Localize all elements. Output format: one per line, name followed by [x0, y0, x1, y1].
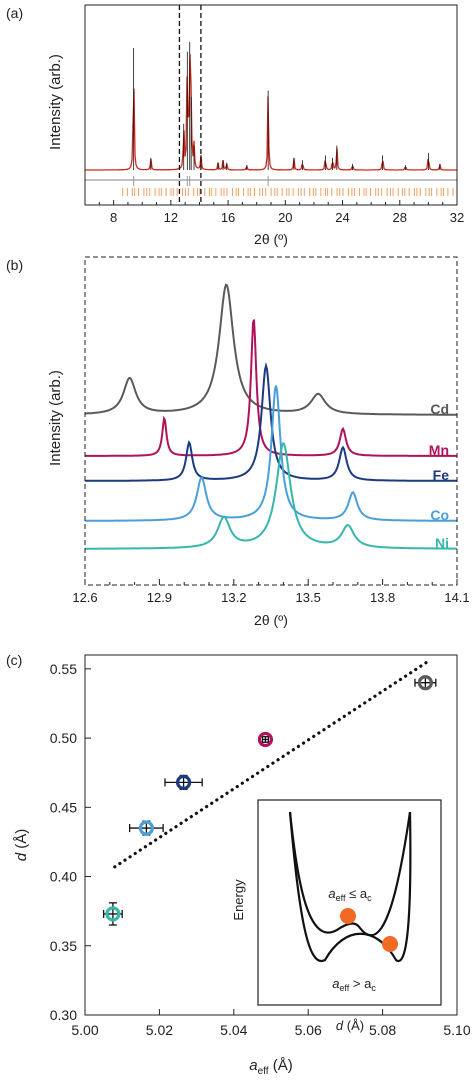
inset-ylabel: Energy — [231, 879, 246, 921]
legend-label-ni: Ni — [435, 535, 449, 551]
panel-a-plot — [85, 5, 457, 205]
series-line-fe — [85, 361, 457, 482]
panel-b-ylabel: Intensity (arb.) — [47, 370, 64, 466]
inset-label-upper: aeff ≤ ac — [328, 886, 372, 903]
data-point-fe — [175, 774, 192, 790]
panel-b-label: (b) — [6, 257, 23, 273]
inset-ball-lower — [382, 936, 398, 952]
inset-xlabel-main: d — [336, 1018, 344, 1033]
x-tick-label: 12 — [164, 210, 178, 225]
x-tick-label: 12.6 — [72, 590, 97, 605]
trend-line — [113, 660, 429, 869]
panel-a-xlabel: 2θ (º) — [254, 231, 288, 247]
legend-label-cd: Cd — [430, 401, 449, 417]
x-tick-label: 5.06 — [295, 1022, 322, 1038]
panel-a-label: (a) — [6, 5, 23, 21]
legend-label-mn: Mn — [429, 442, 449, 458]
inset: Energy d (Å) aeff ≤ ac aeff > ac — [231, 799, 442, 1033]
inset-label-lower-rel: > a — [349, 976, 372, 991]
x-tick-label: 5.08 — [369, 1022, 396, 1038]
inset-frame — [257, 799, 442, 1006]
x-tick-label: 14.1 — [444, 590, 469, 605]
panel-b-xlabel: 2θ (º) — [254, 612, 288, 628]
panel-c-ylabel-main: d — [13, 852, 30, 861]
inset-xlabel: d (Å) — [336, 1018, 364, 1033]
inset-label-upper-sub2: c — [367, 893, 372, 903]
panel-c-label: (c) — [6, 652, 22, 668]
series-line-cd — [85, 283, 457, 416]
pattern-calc-line — [85, 54, 457, 171]
x-tick-label: 5.02 — [146, 1022, 173, 1038]
x-tick-label: 5.04 — [220, 1022, 247, 1038]
panel-a: (a) Intensity (arb.) 8 12 16 20 24 28 32 2θ (º… — [6, 4, 464, 247]
panel-c-ylabel-unit: (Å) — [13, 829, 30, 853]
inset-label-upper-sub1: eff — [336, 893, 346, 903]
data-point-mn — [257, 731, 274, 748]
y-tick-label: 0.50 — [50, 730, 77, 746]
legend-label-co: Co — [430, 507, 449, 523]
panel-c-ylabel: d (Å) — [13, 829, 30, 862]
x-tick-label: 13.8 — [370, 590, 395, 605]
data-point-co — [138, 820, 154, 836]
series-line-co — [85, 385, 457, 522]
x-tick-label: 20 — [278, 210, 292, 225]
panel-b-plot — [85, 283, 457, 550]
inset-label-lower-main: a — [332, 976, 339, 991]
inset-label-lower-sub1: eff — [339, 983, 349, 993]
panel-a-frame — [84, 4, 458, 206]
data-point-ni — [105, 906, 121, 922]
x-tick-label: 16 — [221, 210, 235, 225]
x-tick-label: 12.9 — [147, 590, 172, 605]
panel-a-x-axis: 8 12 16 20 24 28 32 — [84, 200, 464, 225]
panel-c-xlabel-sub: eff — [258, 1066, 269, 1077]
panel-c: (c) d (Å) 5.00 5.02 5.04 5.06 5.08 5.10 0.30 0.… — [6, 652, 471, 1077]
panel-b-legend: Cd Mn Fe Co Ni — [429, 401, 449, 551]
y-tick-label: 0.35 — [50, 938, 77, 954]
data-point-cd — [417, 675, 433, 691]
inset-lower-potential-curve — [288, 811, 412, 963]
x-tick-label: 5.00 — [71, 1022, 98, 1038]
x-tick-label: 24 — [335, 210, 349, 225]
x-tick-label: 5.10 — [443, 1022, 470, 1038]
x-tick-label: 28 — [393, 210, 407, 225]
panel-c-xlabel-main: a — [249, 1057, 257, 1074]
panel-b: (b) Intensity (arb.) 12.6 12.9 13.2 13.5 13.… — [6, 256, 470, 628]
inset-label-upper-rel: ≤ a — [345, 886, 367, 901]
y-tick-label: 0.30 — [50, 1007, 77, 1023]
legend-label-fe: Fe — [433, 467, 450, 483]
series-line-ni — [85, 442, 457, 550]
y-tick-label: 0.55 — [50, 661, 77, 677]
x-tick-label: 8 — [110, 210, 117, 225]
panel-c-axes: 5.00 5.02 5.04 5.06 5.08 5.10 0.30 0.35 0.40 0.45… — [50, 661, 471, 1038]
inset-label-upper-main: a — [328, 886, 335, 901]
inset-ball-upper — [340, 908, 356, 924]
panel-b-x-axis: 12.6 12.9 13.2 13.5 13.8 14.1 — [72, 579, 470, 605]
panel-c-plot — [102, 660, 437, 926]
x-tick-label: 13.2 — [221, 590, 246, 605]
panel-c-xlabel-unit: (Å) — [269, 1057, 293, 1074]
inset-upper-potential-curve — [288, 811, 412, 937]
y-tick-label: 0.40 — [50, 869, 77, 885]
panel-c-frame — [84, 654, 458, 1016]
panel-b-frame — [84, 256, 458, 586]
x-tick-label: 32 — [450, 210, 464, 225]
panel-a-ylabel: Intensity (arb.) — [47, 54, 64, 150]
x-tick-label: 13.5 — [296, 590, 321, 605]
y-tick-label: 0.45 — [50, 799, 77, 815]
panel-c-xlabel: aeff (Å) — [249, 1057, 292, 1077]
inset-label-lower: aeff > ac — [332, 976, 376, 993]
inset-xlabel-unit: (Å) — [343, 1018, 364, 1033]
inset-label-lower-sub2: c — [371, 983, 376, 993]
